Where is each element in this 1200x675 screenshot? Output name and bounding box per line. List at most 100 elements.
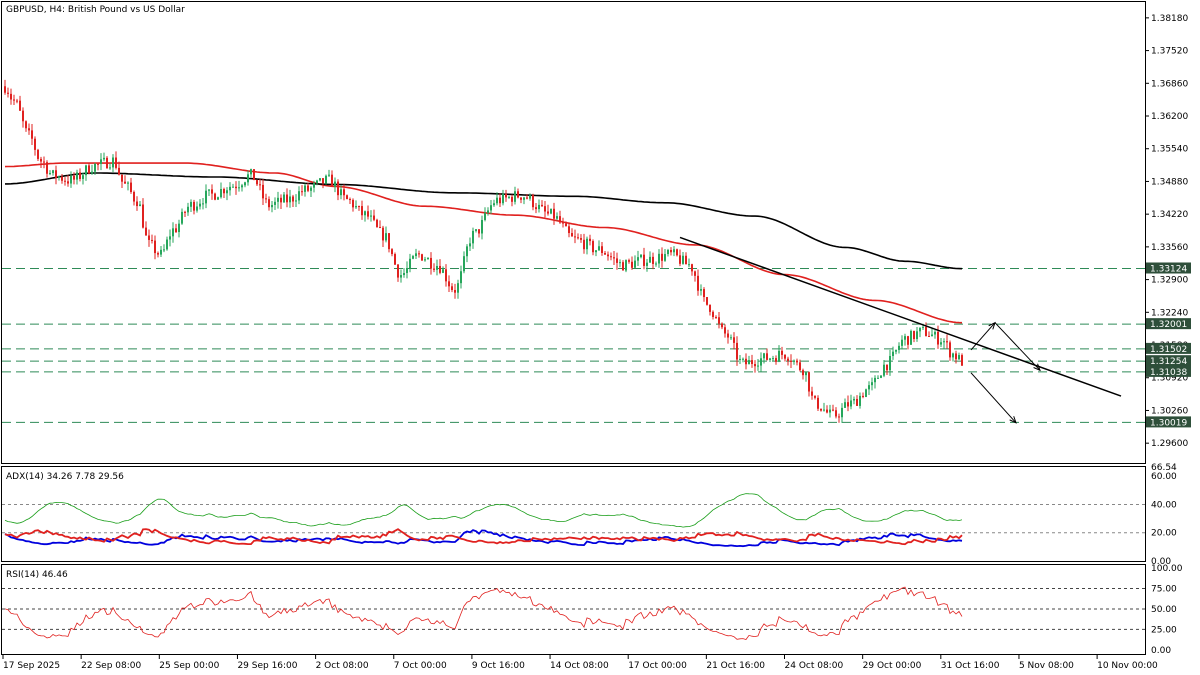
candle-body: [829, 409, 831, 413]
candle-body: [97, 163, 99, 165]
candle-body: [214, 193, 216, 200]
candle-body: [163, 249, 165, 251]
candle-body: [862, 395, 864, 397]
candle-body: [31, 130, 33, 139]
candle-body: [358, 206, 360, 208]
time-tick-label: 21 Oct 16:00: [706, 661, 765, 671]
adx-tick-label: 0.00: [1151, 557, 1171, 567]
candle-body: [67, 181, 69, 184]
candle-body: [892, 351, 894, 356]
candle-body: [70, 175, 72, 184]
chart-title: GBPUSD, H4: British Pound vs US Dollar: [6, 5, 185, 15]
candle-body: [361, 206, 363, 216]
candle-body: [898, 345, 900, 350]
candle-body: [553, 208, 555, 219]
candle-body: [679, 255, 681, 264]
level-tag-box: [1146, 342, 1191, 354]
candle-body: [592, 241, 594, 253]
candle-body: [547, 211, 549, 214]
candle-body: [160, 249, 162, 255]
candle-body: [949, 342, 951, 358]
candle-body: [844, 402, 846, 408]
candle-body: [28, 128, 30, 131]
candle-body: [685, 255, 687, 265]
candle-body: [838, 416, 840, 418]
candle-body: [769, 358, 771, 360]
candle-body: [343, 189, 345, 196]
rsi-tick-label: 75.00: [1151, 584, 1177, 594]
candle-body: [187, 206, 189, 213]
candle-body: [604, 252, 606, 255]
candle-body: [529, 195, 531, 199]
time-tick-label: 7 Oct 00:00: [394, 661, 447, 671]
plus-di-line: [4, 529, 963, 548]
candle-body: [514, 191, 516, 202]
scenario-arrow-head: [1009, 416, 1017, 424]
adx-tick-label: 66.54: [1151, 463, 1177, 473]
candle-body: [127, 182, 129, 184]
candle-body: [118, 167, 120, 175]
level-tag-label: 1.31254: [1150, 357, 1187, 367]
candle-body: [649, 256, 651, 263]
support-resistance-levels: [2, 267, 1145, 423]
candle-body: [499, 197, 501, 204]
price-tick-label: 1.37520: [1151, 47, 1188, 57]
candle-body: [46, 162, 48, 174]
candle-body: [886, 364, 888, 371]
candle-body: [40, 158, 42, 162]
candle-body: [109, 167, 111, 169]
candle-body: [640, 254, 642, 258]
price-tick-label: 1.30260: [1151, 406, 1188, 416]
candle-body: [307, 185, 309, 191]
candle-body: [76, 172, 78, 180]
candle-body: [340, 189, 342, 196]
candle-body: [652, 256, 654, 264]
candle-body: [637, 257, 639, 261]
candle-body: [115, 157, 117, 168]
candle-body: [778, 350, 780, 362]
candle-body: [556, 216, 558, 219]
candle-body: [322, 178, 324, 184]
candle-body: [490, 205, 492, 211]
candle-body: [409, 258, 411, 269]
candle-body: [274, 201, 276, 205]
candlestick-series: [4, 79, 963, 423]
candle-body: [328, 174, 330, 176]
candle-body: [577, 237, 579, 239]
level-tag-label: 1.33124: [1150, 264, 1187, 274]
price-tick-label: 1.35540: [1151, 145, 1188, 155]
candle-body: [538, 204, 540, 210]
candle-body: [400, 275, 402, 278]
candle-body: [7, 92, 9, 94]
candle-body: [865, 389, 867, 397]
candle-body: [55, 170, 57, 178]
candle-body: [4, 86, 6, 93]
time-tick-label: 29 Oct 00:00: [863, 661, 922, 671]
candle-body: [154, 240, 156, 254]
candle-body: [235, 186, 237, 189]
candle-body: [811, 391, 813, 396]
candle-body: [364, 211, 366, 216]
moving-average-slow: [5, 172, 963, 270]
candle-body: [706, 297, 708, 305]
candle-body: [178, 223, 180, 233]
price-tick-label: 1.32900: [1151, 276, 1188, 286]
candle-body: [925, 326, 927, 336]
candle-body: [859, 395, 861, 406]
time-tick-label: 9 Oct 16:00: [472, 661, 525, 671]
candle-body: [598, 246, 600, 251]
candle-body: [715, 316, 717, 318]
candle-body: [841, 407, 843, 418]
scenario-arrow-head: [988, 321, 996, 330]
time-tick-label: 2 Oct 08:00: [316, 661, 369, 671]
candle-body: [904, 336, 906, 340]
candle-body: [523, 197, 525, 200]
candle-body: [148, 235, 150, 240]
time-tick-label: 5 Nov 08:00: [1019, 661, 1074, 671]
level-tag-label: 1.31038: [1150, 368, 1187, 378]
level-tag-box: [1146, 365, 1191, 377]
candle-body: [484, 212, 486, 220]
rsi-axis: 100.00 75.00 50.00 25.00 0.00: [1151, 564, 1183, 656]
